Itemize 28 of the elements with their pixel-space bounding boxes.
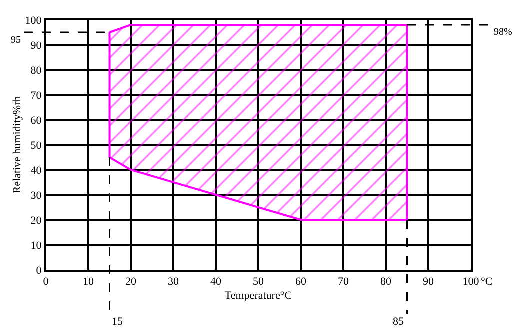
y-tick-label: 70 <box>30 90 42 102</box>
x-tick-label: 100 <box>462 276 480 288</box>
x-tick-label: 30 <box>168 276 180 288</box>
y-tick-label: 10 <box>30 240 42 252</box>
y-tick-label: 80 <box>30 64 42 77</box>
y-tick-label: 50 <box>30 140 42 152</box>
y-tick-label: 0 <box>36 264 42 277</box>
y-tick-label: 90 <box>30 40 42 52</box>
x-tick-label: 10 <box>83 276 94 288</box>
ref-line-label: 85 <box>393 316 404 328</box>
ref-line-label: 15 <box>112 316 124 328</box>
x-tick-label: 50 <box>253 276 264 288</box>
text: °C <box>481 276 493 288</box>
x-tick-label: 60 <box>296 276 307 288</box>
y-tick-label: 60 <box>30 114 42 127</box>
y-tick-label: 20 <box>30 214 42 227</box>
ref-line-label: 95 <box>11 35 21 46</box>
y-tick-label: 30 <box>30 190 42 202</box>
y-tick-label: 40 <box>30 164 42 177</box>
y-axis-title: Relative humidity%rh <box>11 96 24 194</box>
x-tick-label: 20 <box>126 276 137 288</box>
y-tick-label: 100 <box>25 14 42 27</box>
ref-line-label: 98% <box>494 27 512 38</box>
x-tick-label: 80 <box>380 276 392 288</box>
x-tick-label: 70 <box>338 276 350 288</box>
x-axis-title: Temperature°C <box>224 290 292 302</box>
x-tick-label: 40 <box>210 276 222 288</box>
x-tick-label: 90 <box>423 276 434 288</box>
